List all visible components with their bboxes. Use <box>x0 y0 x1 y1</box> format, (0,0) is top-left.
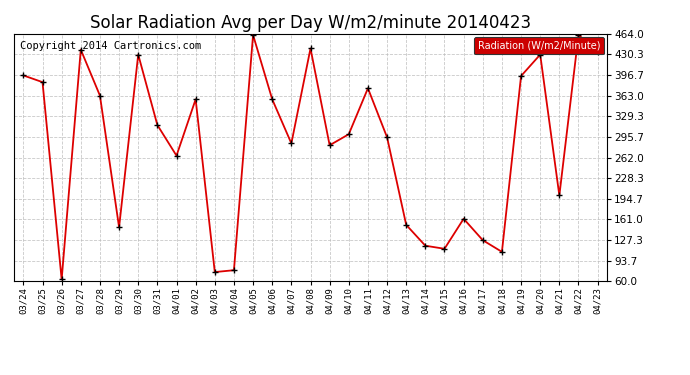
Legend: Radiation (W/m2/Minute): Radiation (W/m2/Minute) <box>474 37 604 54</box>
Title: Solar Radiation Avg per Day W/m2/minute 20140423: Solar Radiation Avg per Day W/m2/minute … <box>90 14 531 32</box>
Text: Copyright 2014 Cartronics.com: Copyright 2014 Cartronics.com <box>20 41 201 51</box>
